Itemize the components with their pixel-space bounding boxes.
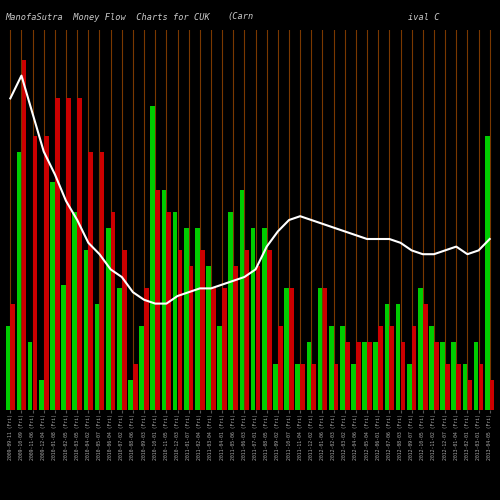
Bar [322,288,328,410]
Bar [178,250,182,410]
Bar [32,136,38,410]
Bar [378,326,383,410]
Bar [111,212,116,410]
Bar [10,304,15,410]
Bar [384,304,389,410]
Bar [28,342,32,410]
Bar [66,98,71,410]
Bar [211,288,216,410]
Bar [228,212,233,410]
Bar [78,98,82,410]
Bar [133,364,138,410]
Bar [267,250,272,410]
Bar [462,364,468,410]
Bar [289,288,294,410]
Bar [300,364,305,410]
Bar [240,190,244,410]
Bar [356,342,360,410]
Bar [106,228,110,410]
Bar [345,342,350,410]
Bar [144,288,149,410]
Bar [284,288,289,410]
Bar [88,152,93,410]
Bar [418,288,422,410]
Bar [256,266,260,410]
Bar [478,364,484,410]
Bar [251,228,256,410]
Bar [318,288,322,410]
Bar [166,212,171,410]
Bar [100,152,104,410]
Bar [22,60,26,410]
Bar [234,266,238,410]
Text: (Carn: (Carn [228,12,254,22]
Text: ManofaSutra  Money Flow  Charts for CUK: ManofaSutra Money Flow Charts for CUK [5,12,210,22]
Bar [16,152,21,410]
Bar [55,98,60,410]
Bar [44,136,48,410]
Bar [162,190,166,410]
Bar [452,342,456,410]
Bar [189,266,194,410]
Bar [62,284,66,410]
Bar [340,326,344,410]
Bar [128,380,133,410]
Bar [84,250,88,410]
Bar [423,304,428,410]
Bar [485,136,490,410]
Bar [195,228,200,410]
Bar [50,182,55,410]
Bar [334,364,338,410]
Bar [468,380,472,410]
Bar [122,250,126,410]
Bar [72,212,77,410]
Bar [6,326,10,410]
Bar [429,326,434,410]
Bar [367,342,372,410]
Bar [412,326,416,410]
Bar [407,364,412,410]
Bar [172,212,178,410]
Bar [362,342,367,410]
Bar [400,342,406,410]
Bar [262,228,266,410]
Bar [434,342,438,410]
Bar [273,364,278,410]
Bar [306,342,311,410]
Bar [296,364,300,410]
Bar [490,380,494,410]
Bar [94,304,100,410]
Bar [390,326,394,410]
Bar [117,288,121,410]
Bar [184,228,188,410]
Bar [156,190,160,410]
Bar [445,364,450,410]
Bar [39,380,44,410]
Bar [440,342,445,410]
Bar [222,288,227,410]
Bar [456,364,461,410]
Bar [150,106,155,410]
Bar [244,250,249,410]
Bar [474,342,478,410]
Bar [278,326,282,410]
Bar [374,342,378,410]
Bar [329,326,334,410]
Bar [200,250,204,410]
Bar [396,304,400,410]
Bar [351,364,356,410]
Bar [206,266,211,410]
Bar [218,326,222,410]
Text: ival C: ival C [408,12,439,22]
Bar [312,364,316,410]
Bar [140,326,144,410]
